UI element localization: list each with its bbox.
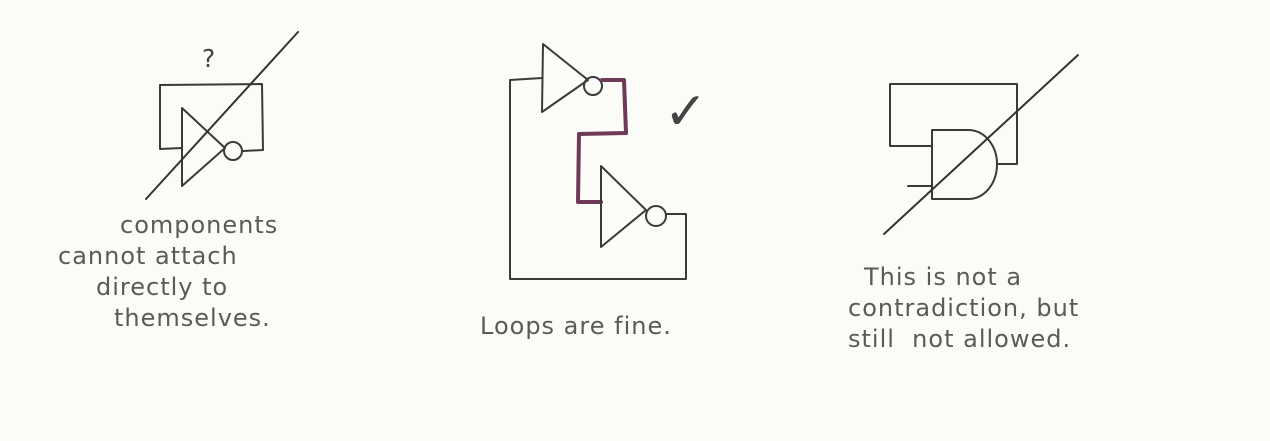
bottom-not-gate-bubble [645, 205, 667, 227]
highlighted-wire [576, 78, 628, 204]
caption-line: themselves. [114, 304, 271, 332]
caption-and-gate: This is not a contradiction, but still not… [848, 262, 1079, 355]
caption-line: still not allowed. [848, 325, 1072, 353]
not-gate-bubble [223, 141, 243, 161]
panel-and-gate-diagram [883, 54, 1079, 235]
caption-self-attach: components cannot attach directly to themse… [58, 210, 278, 334]
and-gate-body [931, 129, 998, 200]
top-not-gate-bubble [583, 76, 603, 96]
caption-line: components [120, 211, 279, 239]
caption-line: contradiction, but [848, 294, 1080, 322]
strike-line [145, 31, 299, 200]
question-mark: ? [202, 44, 216, 73]
top-not-gate-triangle [541, 43, 589, 113]
strike-line [883, 54, 1079, 235]
panel-self-attach-diagram [145, 31, 299, 200]
caption-line: cannot attach [58, 242, 238, 270]
outer-loop-wire [509, 77, 687, 280]
caption-loops: Loops are fine. [480, 311, 672, 342]
caption-line: This is not a [864, 263, 1023, 291]
check-mark-icon: ✓ [664, 82, 708, 142]
and-feedback-wire [889, 83, 1018, 165]
caption-line: Loops are fine. [480, 312, 672, 340]
not-gate-triangle [181, 107, 226, 187]
panel-loops-diagram [509, 43, 687, 280]
bottom-not-gate-triangle [600, 165, 647, 248]
feedback-wire [159, 83, 264, 152]
caption-line: directly to [96, 273, 229, 301]
